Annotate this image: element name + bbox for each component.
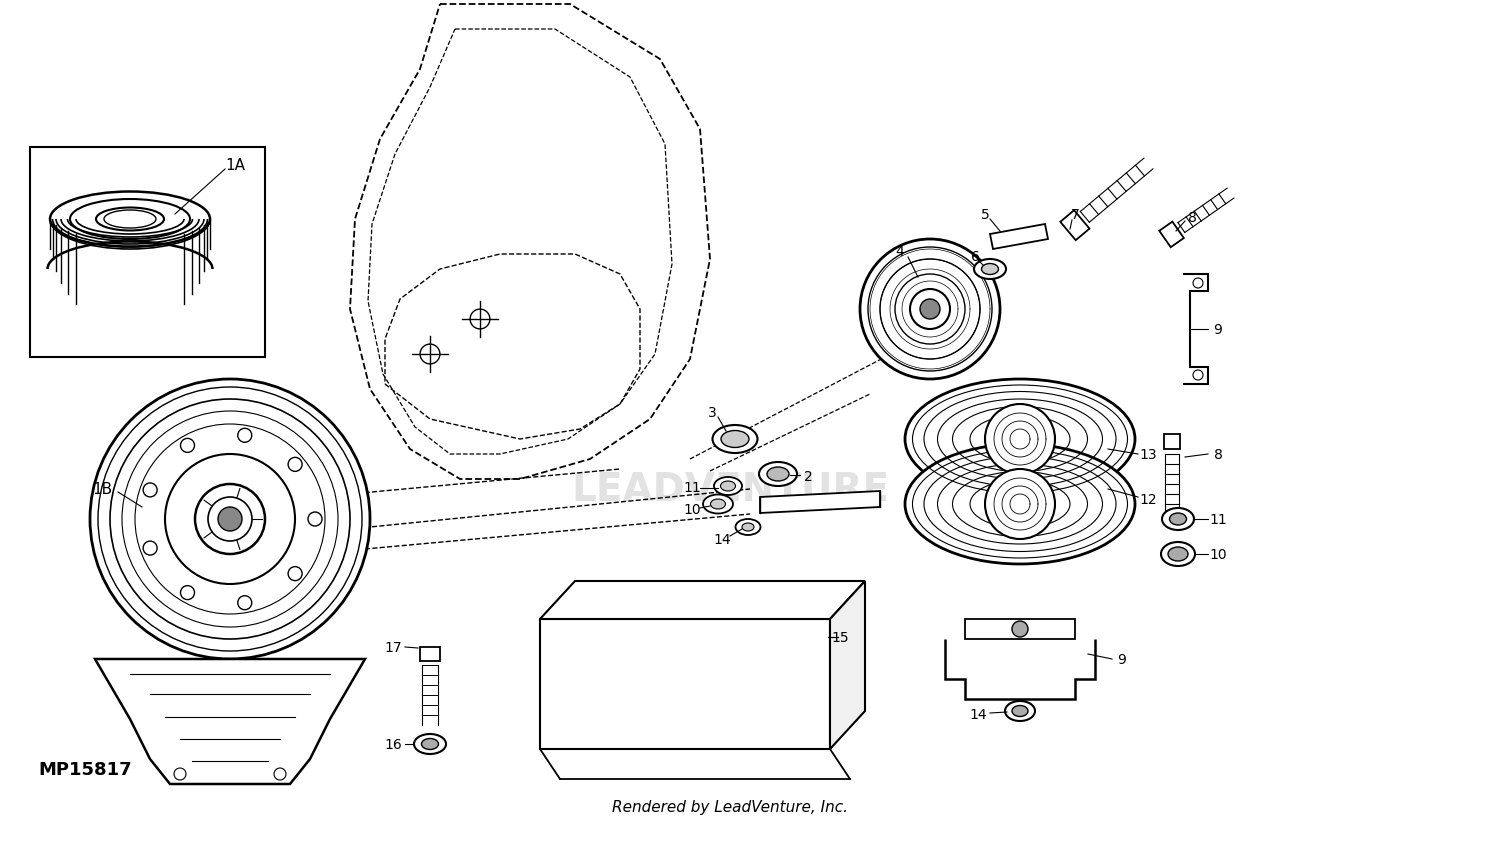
Circle shape (180, 586, 195, 600)
Text: 6: 6 (970, 250, 980, 263)
Polygon shape (990, 225, 1048, 250)
Ellipse shape (714, 478, 742, 495)
Ellipse shape (422, 738, 438, 749)
Circle shape (174, 768, 186, 780)
Text: 10: 10 (682, 502, 700, 517)
Ellipse shape (1005, 701, 1035, 721)
Ellipse shape (96, 208, 164, 231)
Bar (540, 619, 830, 749)
Ellipse shape (904, 380, 1136, 500)
Ellipse shape (742, 523, 754, 532)
Ellipse shape (1161, 543, 1196, 566)
Text: 1A: 1A (225, 157, 245, 172)
Ellipse shape (70, 200, 190, 240)
Circle shape (209, 497, 252, 541)
Bar (964, 619, 1076, 639)
Text: 17: 17 (384, 641, 402, 654)
Text: 9: 9 (1118, 652, 1126, 666)
Circle shape (195, 484, 266, 555)
Text: 11: 11 (1209, 512, 1227, 527)
Text: 7: 7 (1071, 208, 1080, 222)
Polygon shape (760, 491, 880, 513)
Circle shape (1192, 279, 1203, 289)
Bar (30, 148, 266, 358)
Text: 15: 15 (831, 630, 849, 644)
Circle shape (920, 300, 940, 320)
Circle shape (288, 457, 302, 472)
Polygon shape (1184, 274, 1208, 385)
Polygon shape (540, 582, 866, 619)
Ellipse shape (904, 445, 1136, 565)
Polygon shape (945, 639, 1095, 699)
Polygon shape (1060, 211, 1089, 241)
Text: MP15817: MP15817 (38, 760, 132, 778)
Ellipse shape (735, 519, 760, 535)
Circle shape (165, 454, 296, 584)
Text: 5: 5 (981, 208, 990, 222)
Text: 9: 9 (1214, 322, 1222, 337)
Circle shape (1192, 371, 1203, 381)
Ellipse shape (50, 192, 210, 247)
Text: 10: 10 (1209, 548, 1227, 561)
Circle shape (986, 469, 1054, 539)
Ellipse shape (1170, 513, 1186, 525)
Circle shape (90, 380, 370, 659)
Circle shape (142, 484, 158, 497)
Text: 13: 13 (1138, 447, 1156, 462)
Circle shape (1013, 621, 1028, 637)
Text: 8: 8 (1214, 447, 1222, 462)
Polygon shape (830, 582, 866, 749)
Text: 2: 2 (804, 469, 813, 484)
Ellipse shape (704, 495, 734, 514)
Circle shape (910, 289, 950, 330)
Text: Rendered by LeadVenture, Inc.: Rendered by LeadVenture, Inc. (612, 799, 848, 814)
Text: 14: 14 (969, 707, 987, 721)
Polygon shape (1160, 222, 1184, 248)
Text: 12: 12 (1138, 492, 1156, 506)
Text: LEADVENTURE: LEADVENTURE (572, 470, 890, 508)
Ellipse shape (711, 500, 726, 510)
Text: 8: 8 (1188, 211, 1197, 225)
Text: 1B: 1B (92, 482, 112, 497)
Circle shape (986, 404, 1054, 474)
Ellipse shape (1162, 508, 1194, 530)
Ellipse shape (414, 734, 446, 754)
Ellipse shape (974, 260, 1006, 279)
Circle shape (142, 542, 158, 555)
Bar (1164, 435, 1180, 450)
Ellipse shape (766, 468, 789, 481)
Ellipse shape (720, 481, 735, 491)
Text: 4: 4 (896, 245, 904, 259)
Circle shape (308, 512, 322, 527)
Circle shape (859, 240, 1000, 380)
Circle shape (288, 567, 302, 581)
Ellipse shape (712, 425, 758, 453)
Ellipse shape (722, 431, 748, 448)
Text: 11: 11 (682, 480, 700, 495)
Ellipse shape (1013, 706, 1028, 717)
Ellipse shape (981, 264, 999, 275)
Circle shape (238, 596, 252, 610)
Text: 16: 16 (384, 737, 402, 751)
Text: 14: 14 (712, 533, 730, 546)
Ellipse shape (1168, 548, 1188, 561)
Circle shape (180, 439, 195, 453)
Circle shape (217, 507, 242, 532)
Circle shape (274, 768, 286, 780)
Ellipse shape (759, 463, 796, 486)
Bar (420, 647, 440, 661)
Circle shape (238, 429, 252, 443)
Text: 3: 3 (708, 405, 717, 419)
Polygon shape (94, 659, 364, 784)
